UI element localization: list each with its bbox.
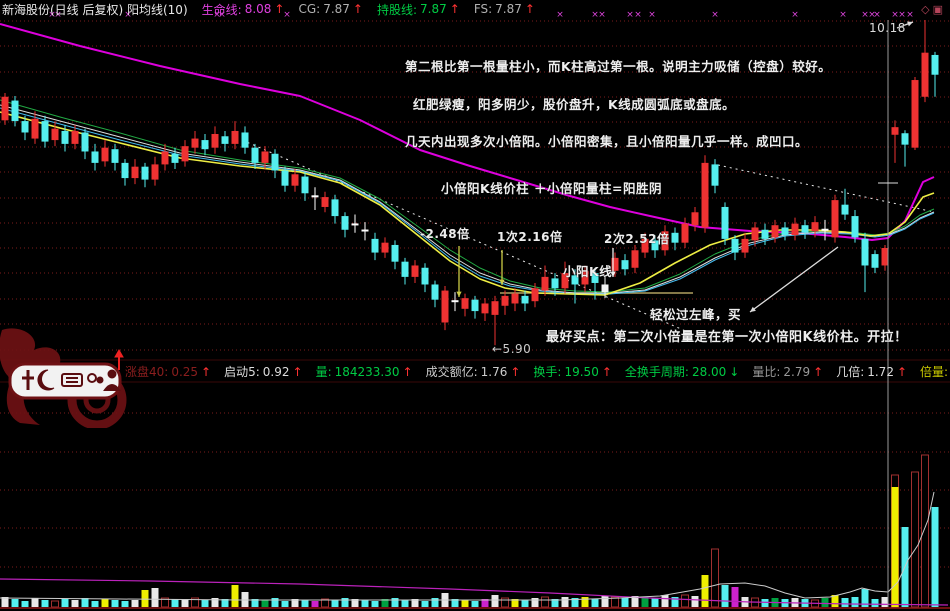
annotation-note-4: 小倍阳K线价柱 ＋小倍阳量柱=阳胜阴: [441, 181, 663, 196]
annotation-note-2: 红肥绿瘦，阳多阴少，股价盘升，K线成圆弧底或盘底。: [413, 97, 736, 112]
down-arrow-icon: ↓: [729, 364, 740, 379]
svg-text:×: ×: [891, 10, 899, 20]
svg-text:×: ×: [48, 10, 56, 20]
up-arrow-icon: ↑: [510, 364, 521, 379]
annotation-ratio-252: 2次2.52倍: [604, 232, 670, 246]
price-label-high: 10.18: [869, 21, 906, 35]
indicator-fs: FS: 7.87 ↑: [473, 2, 535, 16]
footer-item-full-turnover-cycle: 全换手周期: 28.00 ↓: [624, 364, 740, 380]
svg-text:×: ×: [839, 10, 847, 20]
svg-text:×: ×: [634, 10, 642, 20]
diamond-icon[interactable]: ◇: [921, 3, 933, 16]
svg-text:×: ×: [556, 10, 564, 20]
annotation-pass-left-peak: 轻松过左峰，买: [650, 307, 742, 322]
annotation-note-1: 第二根比第一根量柱小，而K柱高过第一根。说明主力吸储（控盘）较好。: [405, 59, 832, 74]
footer-item-zhangpan40: 涨盘40: 0.25 ↑: [125, 364, 212, 380]
svg-text:×: ×: [861, 10, 869, 20]
svg-text:×: ×: [283, 10, 291, 20]
footer-item-turnover-amount: 成交额亿: 1.76 ↑: [425, 364, 521, 380]
footer-item-volume-ratio: 量比: 2.79 ↑: [752, 364, 824, 380]
svg-text:×: ×: [711, 10, 719, 20]
annotation-small-yang: 小阳K线: [563, 264, 613, 279]
footer-item-jibei: 几倍: 1.72 ↑: [836, 364, 908, 380]
svg-text:×: ×: [898, 10, 906, 20]
svg-text:×: ×: [218, 10, 226, 20]
svg-text:×: ×: [868, 10, 876, 20]
annotation-note-3: 几天内出现多次小倍阳。小倍阳密集，且小倍阳量几乎一样。成凹口。: [405, 134, 809, 149]
annotation-best-buy-point: 最好买点：第二次小倍量是在第一次小倍阳K线价柱。开拉！: [546, 330, 908, 345]
up-arrow-icon: ↑: [352, 2, 363, 16]
indicator-life-line: 生命线: 8.08 ↑: [201, 2, 285, 17]
svg-text:×: ×: [54, 10, 62, 20]
footer-indicator-bar: 涨盘40: 0.25 ↑ 启动5: 0.92 ↑ 量: 184233.30 ↑ 成交额亿: 1…: [0, 362, 950, 381]
up-arrow-icon: ↑: [274, 2, 285, 16]
svg-text:×: ×: [213, 10, 221, 20]
up-arrow-icon: ↑: [601, 364, 612, 379]
annotation-ratio-248: -2.48倍: [420, 227, 470, 241]
svg-text:×: ×: [124, 10, 132, 20]
up-arrow-icon: ↑: [524, 2, 535, 16]
up-arrow-icon: ↑: [896, 364, 908, 379]
price-label-low: ←5.90: [492, 342, 532, 356]
up-arrow-icon: ↑: [449, 2, 460, 16]
up-arrow-icon: ↑: [292, 364, 303, 379]
footer-item-qidong5: 启动5: 0.92 ↑: [224, 364, 303, 380]
up-arrow-icon: ↑: [201, 364, 212, 379]
indicator-holding-line: 持股线: 7.87 ↑: [376, 2, 460, 17]
svg-text:×: ×: [626, 10, 634, 20]
svg-text:×: ×: [648, 10, 656, 20]
footer-item-turnover-rate: 换手: 19.50 ↑: [533, 364, 612, 380]
svg-text:×: ×: [906, 10, 914, 20]
svg-text:×: ×: [791, 10, 799, 20]
annotation-ratio-216: 1次2.16倍: [497, 230, 563, 244]
stock-title: 新海股份(日线 后复权) 阳均线(10): [2, 2, 188, 17]
up-arrow-icon: ↑: [813, 364, 824, 379]
footer-item-volume: 量: 184233.30 ↑: [315, 364, 413, 380]
svg-text:×: ×: [873, 10, 881, 20]
svg-text:×: ×: [591, 10, 599, 20]
window-corner-icons[interactable]: ◇▣: [921, 3, 946, 16]
indicator-cg: CG: 7.87 ↑: [298, 2, 363, 16]
grid-icon[interactable]: ▣: [932, 3, 946, 16]
svg-text:×: ×: [598, 10, 606, 20]
title-bar: 新海股份(日线 后复权) 阳均线(10) 生命线: 8.08 ↑ CG: 7.8…: [0, 0, 950, 18]
up-arrow-icon: ↑: [402, 364, 413, 379]
footer-item-beiliang: 倍量:0.00: [920, 365, 949, 379]
